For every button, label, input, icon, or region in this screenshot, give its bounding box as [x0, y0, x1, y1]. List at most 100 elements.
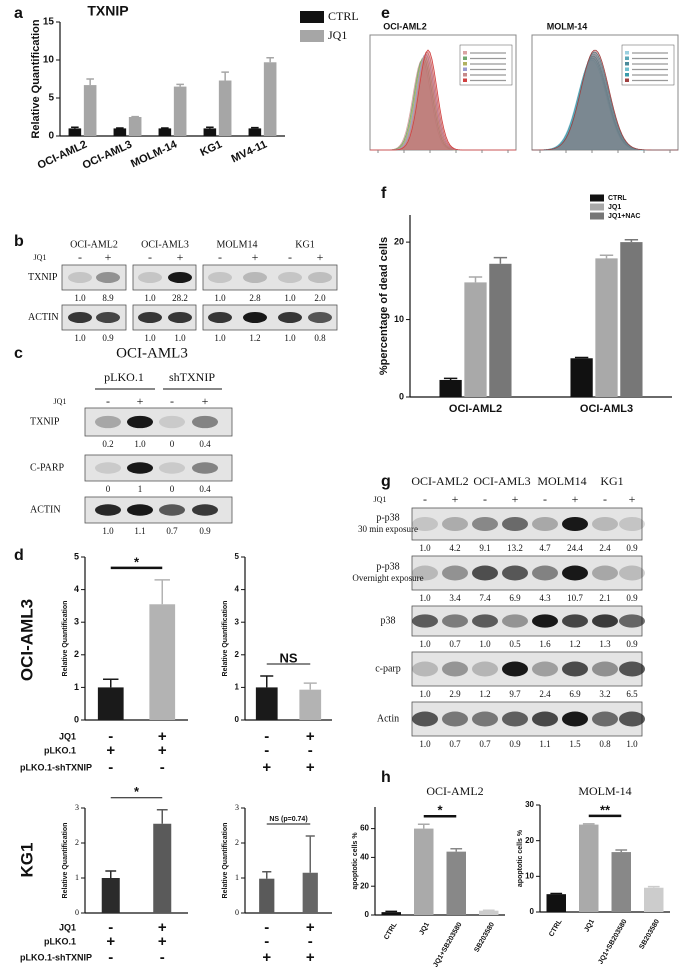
blot-band [412, 661, 438, 677]
treatment-sign: + [106, 933, 115, 950]
legend-swatch [625, 78, 629, 82]
legend-swatch [625, 56, 629, 60]
blot-band [412, 516, 438, 532]
treatment-sign: - [308, 742, 313, 759]
quant-label: 3.2 [599, 689, 610, 699]
row-label: KG1 [17, 843, 36, 878]
quant-label: 0.8 [314, 333, 326, 343]
y-tick-label: 10 [525, 871, 534, 880]
treatment-label: JQ1 [34, 253, 47, 262]
treatment-sign: + [262, 759, 271, 776]
panel-label: f [381, 185, 387, 202]
y-tick-label: 3 [235, 803, 239, 812]
blot-band [619, 614, 645, 628]
bar [546, 894, 566, 912]
histogram-curve [531, 49, 678, 151]
group-label: pLKO.1 [104, 370, 144, 384]
blot-strip [61, 264, 127, 291]
blot-band [68, 312, 92, 323]
treatment-sign: - [264, 742, 269, 759]
blot-title: OCI-AML3 [116, 345, 188, 361]
blot-band [472, 661, 498, 677]
treatment-sign: - [160, 759, 165, 776]
y-tick-label: 0 [48, 131, 54, 142]
treatment-sign: + [306, 759, 315, 776]
legend-label: CTRL [328, 9, 359, 23]
blot-band [412, 711, 438, 727]
blot-band [208, 312, 232, 323]
lane-sign: + [572, 492, 579, 506]
treatment-label: pLKO.1 [44, 745, 76, 755]
quant-label: 0.9 [102, 333, 114, 343]
treatment-sign: + [262, 949, 271, 966]
legend-swatch [463, 56, 467, 60]
quant-label: 1.0 [419, 739, 431, 749]
lane-sign: + [512, 492, 519, 506]
y-tick-label: 1 [235, 873, 239, 882]
error-bar [260, 675, 274, 688]
y-axis-label: Relative Quantification [62, 601, 69, 677]
x-tick-label: SB203580 [638, 918, 661, 950]
quant-label: 6.5 [626, 689, 638, 699]
blot-band [619, 516, 645, 532]
quant-label: 28.2 [172, 293, 188, 303]
blot-band [619, 565, 645, 581]
legend-swatch [463, 78, 467, 82]
bar [158, 128, 172, 136]
quant-label: 0.9 [626, 543, 638, 553]
treatment-sign: + [158, 919, 167, 936]
y-tick-label: 20 [360, 881, 369, 890]
y-tick-label: 2 [75, 838, 79, 847]
quant-label: 0.7 [479, 739, 491, 749]
error-bar [156, 809, 168, 824]
error-bar [105, 870, 117, 878]
treatment-sign: - [108, 919, 113, 936]
treatment-label: JQ1 [59, 731, 76, 741]
blot-band [243, 312, 267, 323]
quant-label: 24.4 [567, 543, 583, 553]
legend-label: CTRL [608, 195, 627, 202]
y-tick-label: 10 [43, 55, 55, 66]
bar [299, 689, 322, 720]
blot-band [192, 462, 218, 474]
error-bar [550, 892, 563, 895]
lane-sign: - [288, 250, 292, 264]
treatment-label: pLKO.1 [44, 936, 76, 946]
cell-line: OCI-AML2 [411, 474, 468, 488]
significance-label: NS (p=0.74) [269, 816, 307, 823]
quant-label: 1.0 [419, 593, 431, 603]
error-bar [251, 126, 259, 129]
bar [644, 887, 664, 912]
quant-label: 8.9 [102, 293, 114, 303]
blot-band [562, 565, 588, 581]
lane-sign: - [423, 492, 427, 506]
y-tick-label: 5 [48, 93, 54, 104]
blot-band [532, 711, 558, 727]
lane-sign: - [106, 394, 110, 408]
lane-sign: - [170, 394, 174, 408]
blot-band [208, 272, 232, 283]
bar [570, 358, 593, 397]
y-tick-label: 2 [235, 838, 239, 847]
quant-label: 1.2 [479, 689, 490, 699]
row-label: p-p38 [376, 512, 399, 523]
error-bar [624, 239, 639, 243]
quant-label: 1.0 [419, 543, 431, 553]
quant-label: 2.8 [249, 293, 261, 303]
x-tick-label: JQ1 [583, 918, 596, 933]
row-label: p-p38 [376, 561, 399, 572]
treatment-sign: + [158, 933, 167, 950]
bar [446, 851, 466, 915]
y-tick-label: 15 [43, 17, 55, 28]
blot-band [138, 272, 162, 283]
x-tick-label: KG1 [198, 138, 224, 158]
y-axis-label: Relative Quantification [222, 601, 229, 677]
treatment-sign: + [306, 728, 315, 745]
lane-sign: - [543, 492, 547, 506]
quant-label: 0.7 [449, 739, 461, 749]
row-label: TXNIP [28, 272, 58, 283]
blot-band [159, 504, 185, 516]
quant-label: 0.9 [509, 739, 521, 749]
bar [259, 878, 275, 913]
treatment-label: pLKO.1-shTXNIP [20, 762, 92, 772]
